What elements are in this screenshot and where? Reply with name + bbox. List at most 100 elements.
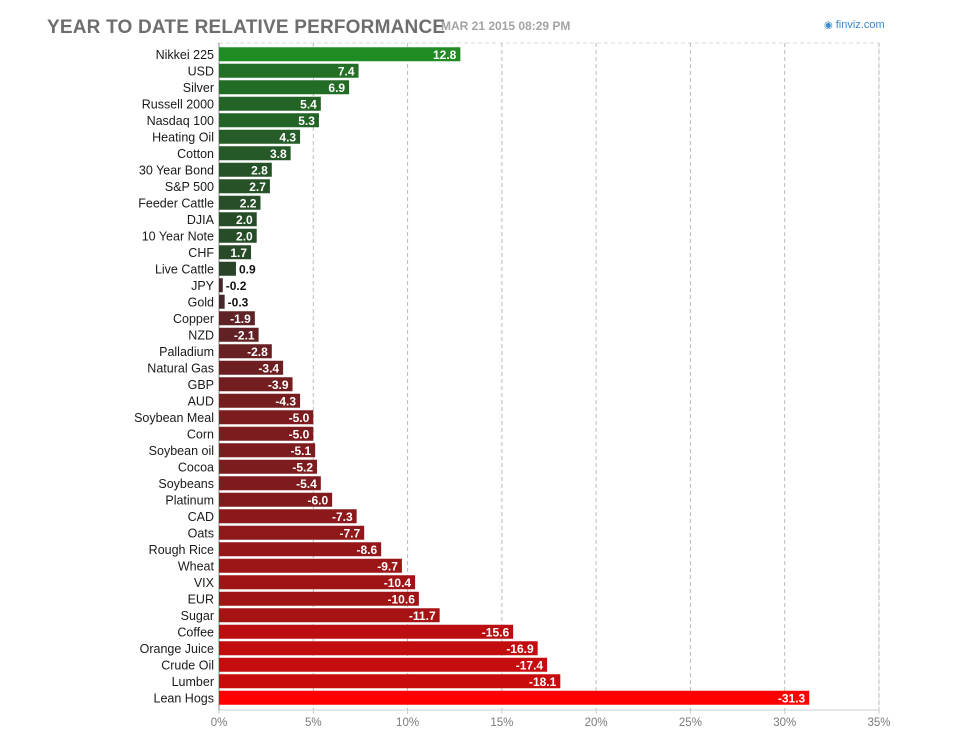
category-label: Russell 2000: [142, 97, 214, 111]
value-label: -1.9: [230, 312, 251, 326]
value-label: -5.4: [296, 477, 317, 491]
category-label: Cocoa: [178, 460, 214, 474]
category-label: Soybean Meal: [134, 411, 214, 425]
bar: [219, 624, 514, 639]
category-label: Lumber: [172, 675, 214, 689]
category-label: Feeder Cattle: [138, 196, 214, 210]
timestamp: MAR 21 2015 08:29 PM: [441, 19, 571, 33]
category-label: Nasdaq 100: [147, 114, 214, 128]
value-label: 5.4: [300, 97, 317, 111]
value-label: -8.6: [356, 543, 377, 557]
bar: [219, 278, 223, 293]
value-label: 4.3: [279, 130, 296, 144]
value-label: 2.0: [236, 213, 253, 227]
x-tick-label: 25%: [679, 717, 702, 729]
category-label: DJIA: [187, 213, 215, 227]
category-label: 10 Year Note: [142, 229, 214, 243]
value-label: -11.7: [409, 609, 436, 623]
value-label: -7.3: [332, 510, 353, 524]
bar: [219, 195, 261, 210]
value-label: 2.2: [240, 196, 257, 210]
category-label: Wheat: [178, 559, 215, 573]
value-label: 12.8: [433, 48, 457, 62]
category-label: Lean Hogs: [154, 691, 214, 705]
value-label: -0.2: [226, 279, 247, 293]
bar: [219, 459, 318, 474]
bar: [219, 344, 272, 359]
value-label: -5.1: [290, 444, 311, 458]
category-label: Heating Oil: [152, 130, 214, 144]
value-label: 0.9: [239, 262, 256, 276]
chart-title: YEAR TO DATE RELATIVE PERFORMANCE: [47, 17, 446, 38]
bar: [219, 393, 301, 408]
category-label: JPY: [191, 279, 215, 293]
value-label: 2.8: [251, 163, 268, 177]
category-label: S&P 500: [165, 180, 214, 194]
category-label: Soybean oil: [149, 444, 214, 458]
value-label: -17.4: [516, 658, 544, 672]
x-tick-label: 35%: [867, 717, 890, 729]
value-label: -31.3: [778, 691, 806, 705]
value-label: -0.3: [228, 295, 249, 309]
bar: [219, 674, 561, 689]
brand-link[interactable]: ◉ finviz.com: [824, 19, 885, 31]
category-label: Palladium: [159, 345, 214, 359]
brand-label: finviz.com: [835, 19, 885, 31]
value-label: -5.0: [289, 411, 310, 425]
bar: [219, 311, 255, 326]
value-label: 2.0: [236, 229, 253, 243]
bar: [219, 63, 359, 78]
category-label: Sugar: [181, 609, 214, 623]
x-tick-label: 10%: [396, 717, 419, 729]
bar: [219, 558, 402, 573]
x-tick-label: 15%: [490, 717, 513, 729]
category-label: NZD: [188, 328, 214, 342]
bar: [219, 542, 382, 557]
bar: [219, 443, 316, 458]
bar: [219, 525, 365, 540]
category-label: Crude Oil: [161, 658, 214, 672]
category-label: Soybeans: [158, 477, 214, 491]
value-label: 3.8: [270, 147, 287, 161]
value-label: -2.8: [247, 345, 268, 359]
bar: [219, 377, 293, 392]
bar: [219, 426, 314, 441]
value-label: -2.1: [234, 328, 255, 342]
bar: [219, 690, 810, 705]
bar: [219, 113, 319, 128]
category-label: Live Cattle: [155, 262, 214, 276]
bar: [219, 327, 259, 342]
value-label: -9.7: [377, 559, 398, 573]
bar: [219, 657, 548, 672]
bar: [219, 129, 301, 144]
value-label: -7.7: [340, 526, 361, 540]
value-label: -6.0: [307, 493, 328, 507]
value-label: -15.6: [482, 625, 510, 639]
value-label: -5.0: [289, 427, 310, 441]
value-label: -5.2: [292, 460, 313, 474]
category-label: CAD: [188, 510, 214, 524]
bar: [219, 476, 321, 491]
category-label: Cotton: [177, 147, 214, 161]
bar: [219, 294, 225, 309]
category-label: Coffee: [177, 625, 214, 639]
x-tick-label: 0%: [211, 717, 228, 729]
bar: [219, 80, 350, 95]
bar: [219, 410, 314, 425]
category-label: VIX: [194, 576, 215, 590]
bar: [219, 245, 252, 260]
value-label: 2.7: [249, 180, 266, 194]
chart-header: YEAR TO DATE RELATIVE PERFORMANCE MAR 21…: [0, 0, 954, 40]
value-label: 1.7: [230, 246, 247, 260]
value-label: -3.9: [268, 378, 289, 392]
category-label: Copper: [173, 312, 214, 326]
bar: [219, 492, 333, 507]
x-tick-label: 5%: [305, 717, 322, 729]
category-label: Silver: [183, 81, 214, 95]
finviz-logo-icon: ◉: [824, 20, 833, 31]
bar: [219, 228, 257, 243]
bar: [219, 146, 291, 161]
category-label: USD: [188, 64, 214, 78]
value-label: -10.6: [388, 592, 416, 606]
